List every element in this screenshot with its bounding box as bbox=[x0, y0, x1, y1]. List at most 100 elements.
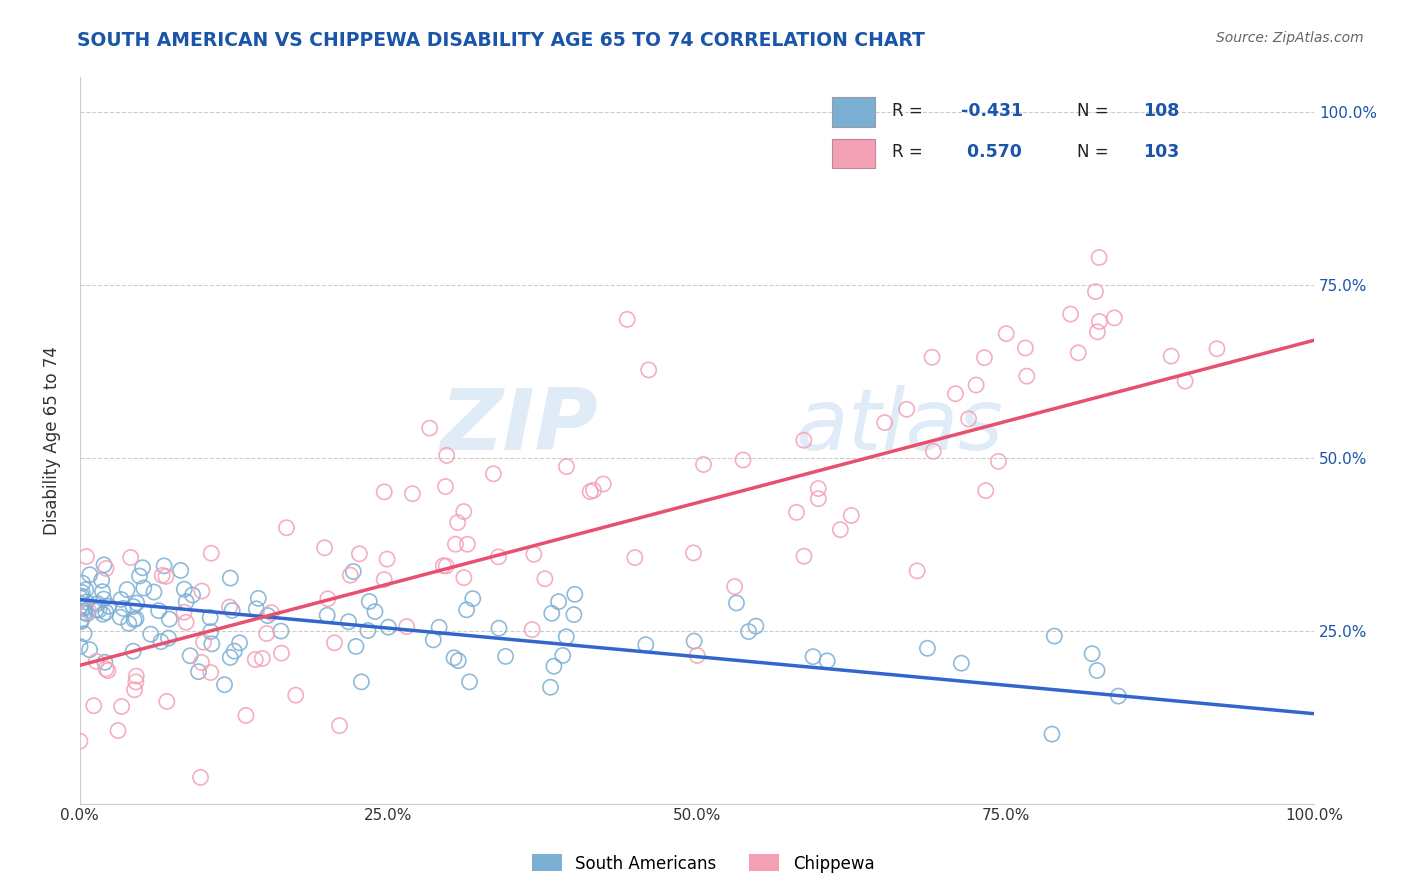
Point bbox=[75, 595, 97, 609]
Point bbox=[156, 694, 179, 708]
Point bbox=[456, 537, 478, 551]
Point bbox=[564, 587, 586, 601]
Point bbox=[86, 654, 108, 668]
Point bbox=[373, 484, 395, 499]
Point bbox=[110, 592, 132, 607]
Point bbox=[1107, 689, 1129, 703]
Point bbox=[682, 546, 704, 560]
Point bbox=[314, 541, 336, 555]
Point bbox=[1015, 369, 1038, 384]
Point bbox=[90, 573, 112, 587]
Point bbox=[830, 523, 852, 537]
Point bbox=[447, 654, 470, 668]
Point bbox=[555, 459, 578, 474]
Point bbox=[155, 569, 177, 583]
Point bbox=[453, 571, 475, 585]
Point bbox=[686, 648, 709, 663]
Point bbox=[547, 594, 569, 608]
Point bbox=[201, 637, 224, 651]
Point bbox=[181, 588, 204, 602]
Point bbox=[401, 486, 423, 500]
Point bbox=[125, 674, 148, 689]
Point bbox=[1206, 342, 1229, 356]
Point bbox=[69, 734, 91, 748]
Point bbox=[453, 505, 475, 519]
Point bbox=[245, 602, 267, 616]
Point bbox=[793, 434, 815, 448]
Point bbox=[76, 607, 98, 621]
Point bbox=[260, 606, 283, 620]
Point bbox=[94, 605, 117, 619]
Point bbox=[965, 378, 987, 392]
Point bbox=[218, 600, 240, 615]
Point bbox=[488, 549, 510, 564]
Point bbox=[83, 698, 105, 713]
Point bbox=[70, 601, 93, 615]
Point bbox=[328, 718, 350, 732]
Point bbox=[534, 572, 557, 586]
Point bbox=[592, 477, 614, 491]
Point bbox=[247, 591, 270, 606]
Point bbox=[131, 560, 153, 574]
Point bbox=[551, 648, 574, 663]
Point bbox=[142, 585, 165, 599]
Point bbox=[579, 484, 602, 499]
Point bbox=[110, 610, 132, 624]
Point bbox=[107, 723, 129, 738]
Point bbox=[122, 599, 145, 614]
Point bbox=[173, 582, 195, 597]
Point bbox=[93, 558, 115, 572]
Point bbox=[922, 444, 945, 458]
Point bbox=[582, 483, 605, 498]
Point bbox=[124, 682, 146, 697]
Legend: South Americans, Chippewa: South Americans, Chippewa bbox=[524, 847, 882, 880]
Point bbox=[221, 603, 243, 617]
Point bbox=[1085, 664, 1108, 678]
Text: Source: ZipAtlas.com: Source: ZipAtlas.com bbox=[1216, 31, 1364, 45]
Point bbox=[73, 606, 96, 620]
Point bbox=[97, 664, 120, 678]
Point bbox=[839, 508, 862, 523]
Point bbox=[170, 563, 193, 577]
Point bbox=[395, 619, 418, 633]
Point bbox=[214, 678, 236, 692]
Point bbox=[122, 644, 145, 658]
Point bbox=[422, 632, 444, 647]
Point bbox=[270, 624, 292, 638]
Text: ZIP: ZIP bbox=[440, 384, 598, 467]
Point bbox=[139, 627, 162, 641]
Point bbox=[359, 594, 381, 608]
Point bbox=[219, 571, 242, 585]
Point bbox=[316, 591, 339, 606]
Point bbox=[179, 648, 201, 663]
Point bbox=[193, 635, 215, 649]
Point bbox=[555, 630, 578, 644]
Point bbox=[219, 650, 242, 665]
Point bbox=[801, 649, 824, 664]
Point bbox=[235, 708, 257, 723]
Point bbox=[69, 640, 91, 654]
Point bbox=[444, 537, 467, 551]
Point bbox=[905, 564, 928, 578]
Point bbox=[349, 547, 371, 561]
Point bbox=[86, 597, 108, 611]
Text: SOUTH AMERICAN VS CHIPPEWA DISABILITY AGE 65 TO 74 CORRELATION CHART: SOUTH AMERICAN VS CHIPPEWA DISABILITY AG… bbox=[77, 31, 925, 50]
Point bbox=[419, 421, 441, 435]
Point bbox=[543, 659, 565, 673]
Point bbox=[723, 580, 745, 594]
Point bbox=[200, 546, 222, 560]
Point bbox=[75, 549, 97, 564]
Point bbox=[77, 604, 100, 618]
Point bbox=[70, 615, 93, 629]
Text: atlas: atlas bbox=[796, 384, 1004, 467]
Point bbox=[342, 565, 364, 579]
Point bbox=[191, 584, 214, 599]
Point bbox=[228, 636, 250, 650]
Point bbox=[815, 654, 838, 668]
Point bbox=[252, 651, 274, 665]
Point bbox=[256, 626, 278, 640]
Point bbox=[69, 599, 91, 613]
Point bbox=[132, 581, 155, 595]
Point bbox=[256, 608, 278, 623]
Point bbox=[357, 624, 380, 638]
